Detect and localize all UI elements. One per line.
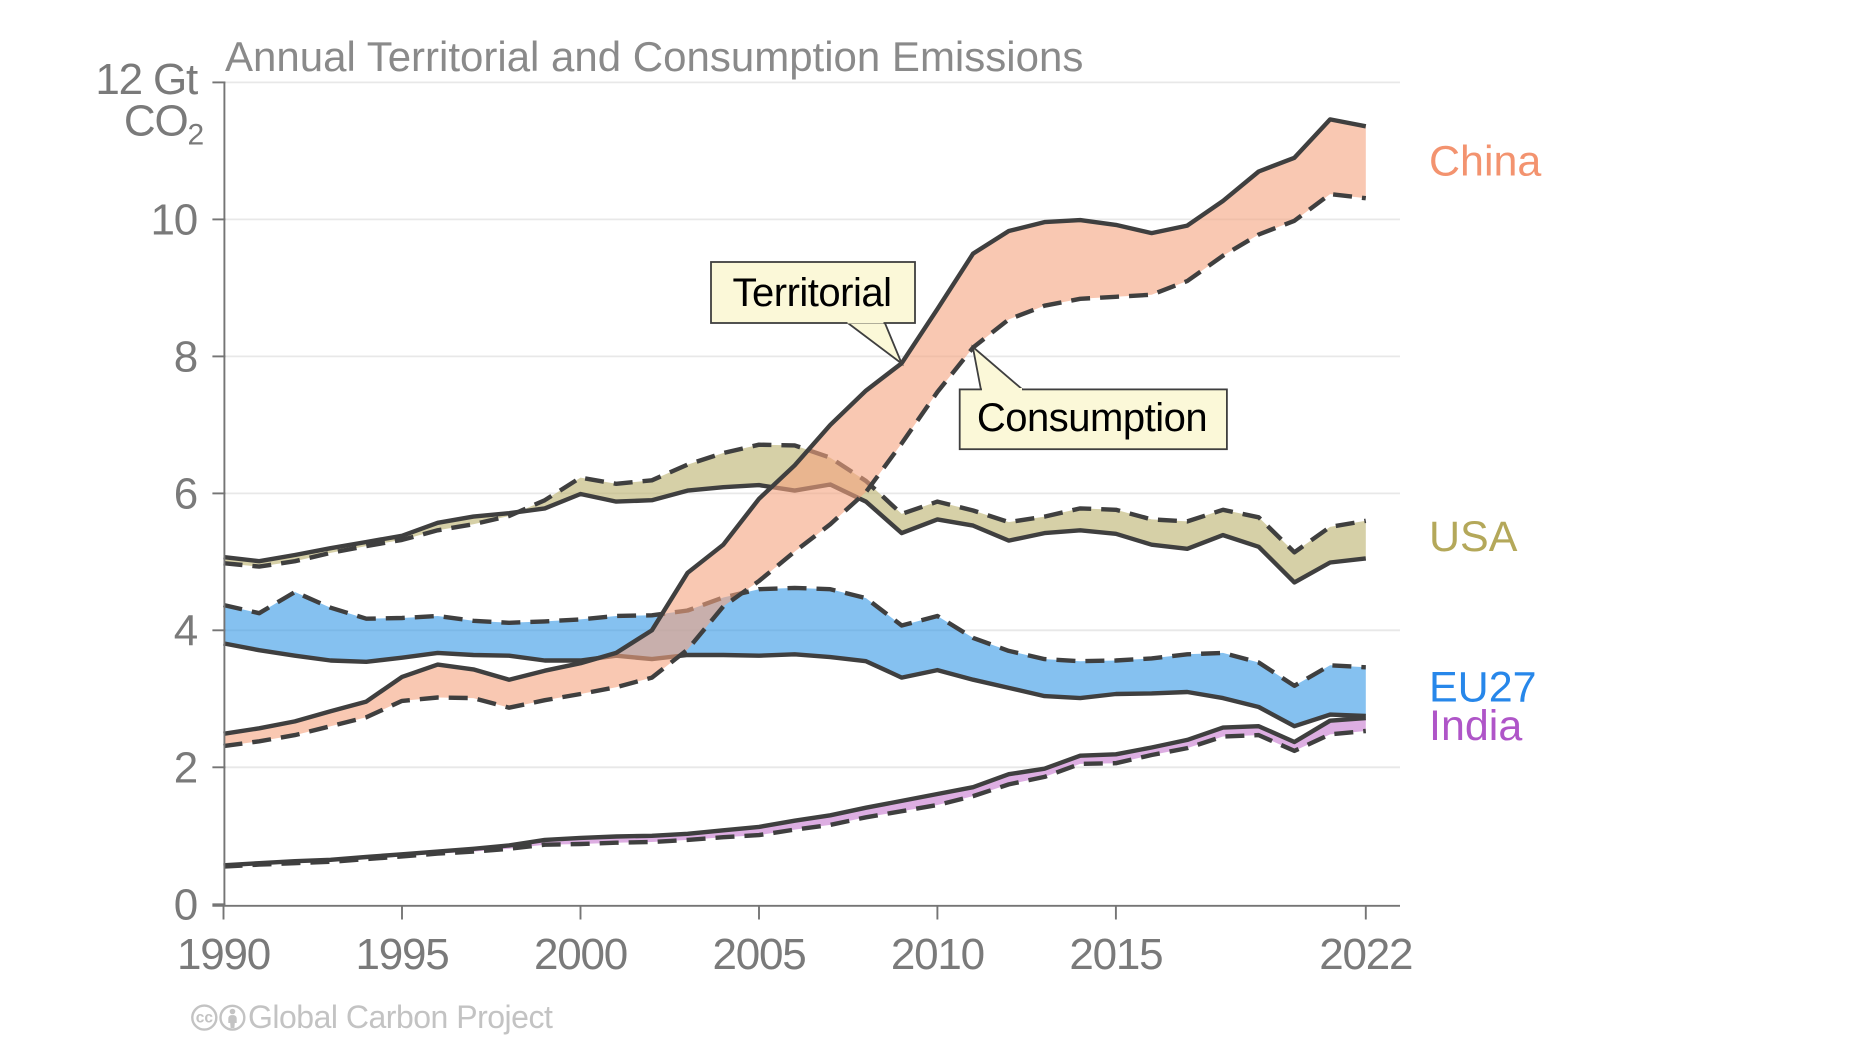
svg-text:8: 8 — [174, 332, 197, 381]
svg-text:Global Carbon Project: Global Carbon Project — [248, 999, 553, 1035]
svg-text:Consumption: Consumption — [977, 396, 1207, 440]
svg-text:China: China — [1429, 138, 1541, 186]
svg-text:2000: 2000 — [534, 930, 627, 979]
svg-text:2010: 2010 — [891, 930, 984, 979]
svg-text:1990: 1990 — [177, 930, 270, 979]
svg-text:Annual Territorial and Consump: Annual Territorial and Consumption Emiss… — [225, 33, 1083, 80]
svg-text:0: 0 — [174, 880, 197, 929]
svg-text:2022: 2022 — [1319, 930, 1412, 979]
svg-text:4: 4 — [174, 606, 198, 655]
svg-text:Territorial: Territorial — [733, 271, 892, 315]
svg-text:2015: 2015 — [1069, 930, 1162, 979]
svg-text:6: 6 — [174, 469, 197, 518]
svg-text:EU27: EU27 — [1429, 664, 1537, 712]
svg-text:1995: 1995 — [355, 930, 448, 979]
svg-text:India: India — [1429, 702, 1522, 750]
svg-text:2: 2 — [174, 743, 197, 792]
svg-text:10: 10 — [150, 195, 197, 244]
svg-text:12 Gt: 12 Gt — [95, 55, 198, 104]
svg-text:2005: 2005 — [712, 930, 805, 979]
svg-text:cc: cc — [196, 1010, 214, 1027]
svg-text:USA: USA — [1429, 513, 1518, 561]
